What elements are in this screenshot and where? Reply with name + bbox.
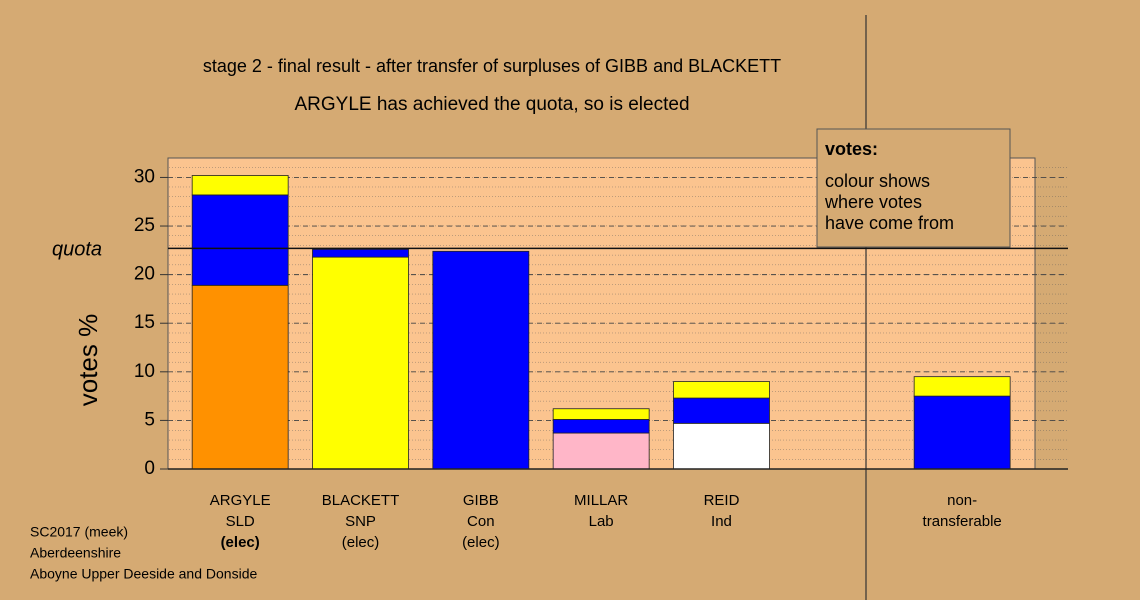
x-tick-label: REID <box>704 492 740 509</box>
x-tick-label: BLACKETT <box>322 492 400 509</box>
x-tick-label: Lab <box>589 513 614 530</box>
footer-text: Aberdeenshire <box>30 545 121 561</box>
y-tick-label: 20 <box>134 264 155 285</box>
legend: votes: colour shows where votes have com… <box>816 128 1011 248</box>
x-tick-label: (elec) <box>342 534 380 551</box>
y-tick-label: 25 <box>134 215 155 236</box>
y-axis-label: votes % <box>73 314 103 407</box>
bar-segment <box>913 395 1011 470</box>
x-tick-label: transferable <box>923 513 1002 530</box>
bar-segment <box>191 175 289 196</box>
x-tick-label: ARGYLE <box>210 492 271 509</box>
y-tick-label: 10 <box>134 361 155 382</box>
x-tick-label: SLD <box>226 513 255 530</box>
bar-segment <box>552 419 650 434</box>
legend-text: have come from <box>825 213 954 233</box>
y-tick-label: 5 <box>144 409 155 430</box>
bar-segment <box>432 250 530 470</box>
bar-segment <box>312 248 409 258</box>
x-tick-label: (elec) <box>221 534 260 551</box>
x-tick-label: MILLAR <box>574 492 628 509</box>
footer-text: SC2017 (meek) <box>30 524 128 540</box>
y-tick-label: 0 <box>144 458 155 479</box>
legend-title: votes: <box>825 139 878 159</box>
bar-segment <box>191 194 289 286</box>
legend-text: colour shows <box>825 171 930 191</box>
x-tick-label: Ind <box>711 513 732 530</box>
bar-segment <box>191 284 289 470</box>
bar-segment <box>673 397 770 424</box>
bar-segment <box>913 376 1011 397</box>
quota-label: quota <box>52 239 102 261</box>
x-tick-label: SNP <box>345 513 376 530</box>
x-tick-label: GIBB <box>463 492 499 509</box>
legend-text: where votes <box>824 192 922 212</box>
bar-segment <box>552 432 650 470</box>
bar-segment <box>673 422 770 470</box>
chart-subtitle: ARGYLE has achieved the quota, so is ele… <box>294 94 689 115</box>
y-tick-label: 30 <box>134 166 155 187</box>
y-tick-label: 15 <box>134 312 155 333</box>
x-tick-label: (elec) <box>462 534 500 551</box>
chart-title: stage 2 - final result - after transfer … <box>203 56 781 76</box>
footer-text: Aboyne Upper Deeside and Donside <box>30 566 257 582</box>
bar-segment <box>552 408 650 420</box>
bar-segment <box>673 381 770 399</box>
bar-segment <box>312 256 409 470</box>
legend-box <box>816 128 1011 248</box>
x-tick-label: non- <box>947 492 977 509</box>
x-tick-label: Con <box>467 513 495 530</box>
